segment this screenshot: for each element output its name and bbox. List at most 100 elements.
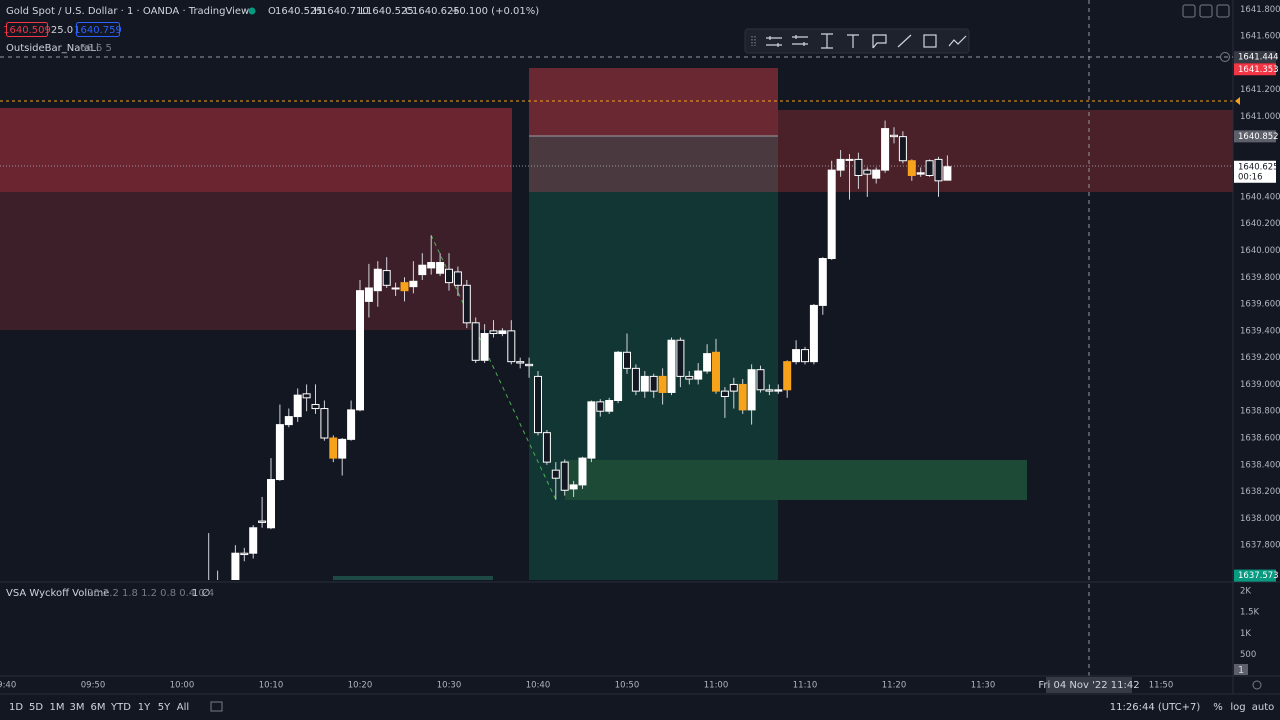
- candle-body: [801, 349, 809, 363]
- volume-tick-label: 500: [1240, 650, 1256, 660]
- candle-body: [596, 401, 605, 412]
- range-button[interactable]: 6M: [91, 702, 106, 713]
- candle-body: [881, 128, 890, 171]
- y-tick-label: 1641.000: [1240, 112, 1280, 122]
- supply-zone: [0, 192, 512, 330]
- tool-icon[interactable]: [792, 35, 808, 46]
- volume-tick-label: 2K: [1240, 586, 1251, 596]
- candle-body: [845, 158, 854, 161]
- y-tick-label: 1640.000: [1240, 246, 1280, 256]
- price-badge: 1640.852: [1238, 132, 1279, 142]
- market-status: [248, 7, 256, 15]
- tool-icon[interactable]: [872, 34, 887, 49]
- add-alert[interactable]: [1220, 52, 1230, 62]
- range-button[interactable]: 1D: [9, 702, 23, 713]
- y-tick-label: 1638.600: [1240, 434, 1280, 444]
- x-tick-label: 11:30: [971, 681, 996, 691]
- candle-body: [578, 457, 587, 486]
- candle-body: [427, 262, 436, 269]
- candle-body: [516, 361, 525, 364]
- range-button[interactable]: 5D: [29, 702, 43, 713]
- candle-body: [267, 479, 275, 529]
- drawing-toolbar: [744, 28, 970, 54]
- range-button[interactable]: All: [177, 702, 189, 713]
- control[interactable]: [1216, 4, 1230, 18]
- x-tick-label: 11:10: [793, 681, 818, 691]
- candle-body: [391, 287, 400, 290]
- ohlc-letter: C: [405, 6, 412, 17]
- x-tick-label: 09:50: [81, 681, 106, 691]
- ohlc-letter: O: [268, 6, 276, 17]
- x-tick-label: 10:50: [615, 681, 640, 691]
- candle-body: [489, 330, 498, 335]
- candle-body: [649, 375, 658, 392]
- candle-body: [418, 264, 427, 276]
- y-tick-label: 1639.800: [1240, 273, 1280, 283]
- candle-body: [854, 158, 863, 176]
- x-tick-label: 10:00: [170, 681, 195, 691]
- spread: 25.0: [51, 25, 73, 36]
- indicator-name[interactable]: OutsideBar_NataLi: [6, 43, 99, 54]
- candle-body: [480, 333, 489, 361]
- ohlc-value: 1640.625: [412, 6, 460, 17]
- candle-body: [551, 469, 560, 479]
- volume-name: VSA Wyckoff Volume: [6, 588, 109, 599]
- symbol: Gold Spot / U.S. Dollar · 1 · OANDA · Tr…: [6, 6, 249, 17]
- candle-body: [409, 280, 418, 288]
- sell-button[interactable]: [6, 22, 48, 37]
- tool-icon[interactable]: [948, 35, 967, 47]
- countdown: 00:16: [1238, 172, 1263, 182]
- toolbar-bg: [744, 28, 970, 54]
- price-badge: 1641.353: [1238, 65, 1279, 75]
- candle-body: [445, 268, 453, 284]
- price-badge: 1637.573: [1238, 571, 1279, 581]
- range-button[interactable]: 5Y: [158, 702, 171, 713]
- range-button[interactable]: 1M: [50, 702, 65, 713]
- candle-body: [542, 432, 551, 463]
- tool-icon[interactable]: [897, 34, 912, 48]
- x-tick-label: 10:10: [259, 681, 284, 691]
- candle-body: [258, 520, 267, 523]
- candle-body: [685, 375, 694, 380]
- buy-price[interactable]: 1640.759: [74, 25, 122, 36]
- volume-tick-label: 1.5K: [1240, 608, 1260, 618]
- percent-toggle[interactable]: %: [1213, 702, 1223, 713]
- candle-body: [943, 166, 952, 181]
- y-tick-label: 1638.000: [1240, 514, 1280, 524]
- settings[interactable]: [1252, 680, 1262, 690]
- volume-extra: 1 ∅: [192, 588, 210, 599]
- candle-body: [293, 394, 302, 418]
- log-toggle[interactable]: log: [1230, 702, 1245, 713]
- range-button[interactable]: 3M: [70, 702, 85, 713]
- buy-button[interactable]: [76, 22, 120, 37]
- date-range-icon[interactable]: [210, 701, 223, 712]
- candle-body: [729, 383, 738, 392]
- range-button[interactable]: YTD: [110, 702, 131, 713]
- candle-body: [934, 158, 943, 182]
- candle-body: [462, 284, 471, 324]
- control[interactable]: [1199, 4, 1213, 18]
- candle-body: [471, 322, 480, 361]
- alert-marker: [1235, 97, 1240, 105]
- zone: [333, 576, 493, 580]
- auto-toggle[interactable]: auto: [1252, 702, 1275, 713]
- candle-body: [534, 375, 542, 434]
- control[interactable]: [1182, 4, 1196, 18]
- candle-body: [765, 389, 774, 392]
- tool-icon[interactable]: [847, 34, 859, 48]
- tool-icon[interactable]: [766, 36, 782, 47]
- sell-price[interactable]: 1640.509: [3, 25, 51, 36]
- clock: 11:26:44 (UTC+7): [1110, 702, 1201, 713]
- candle-body: [836, 158, 845, 171]
- candle-body: [275, 424, 284, 481]
- candle-body: [302, 393, 311, 399]
- demand-zone: [565, 460, 1027, 500]
- tool-icon[interactable]: [821, 33, 833, 49]
- candle-body: [373, 268, 382, 292]
- y-tick-label: 1638.400: [1240, 460, 1280, 470]
- tool-icon[interactable]: [923, 34, 937, 48]
- range-button[interactable]: 1Y: [138, 702, 151, 713]
- x-tick-label: 11:00: [704, 681, 729, 691]
